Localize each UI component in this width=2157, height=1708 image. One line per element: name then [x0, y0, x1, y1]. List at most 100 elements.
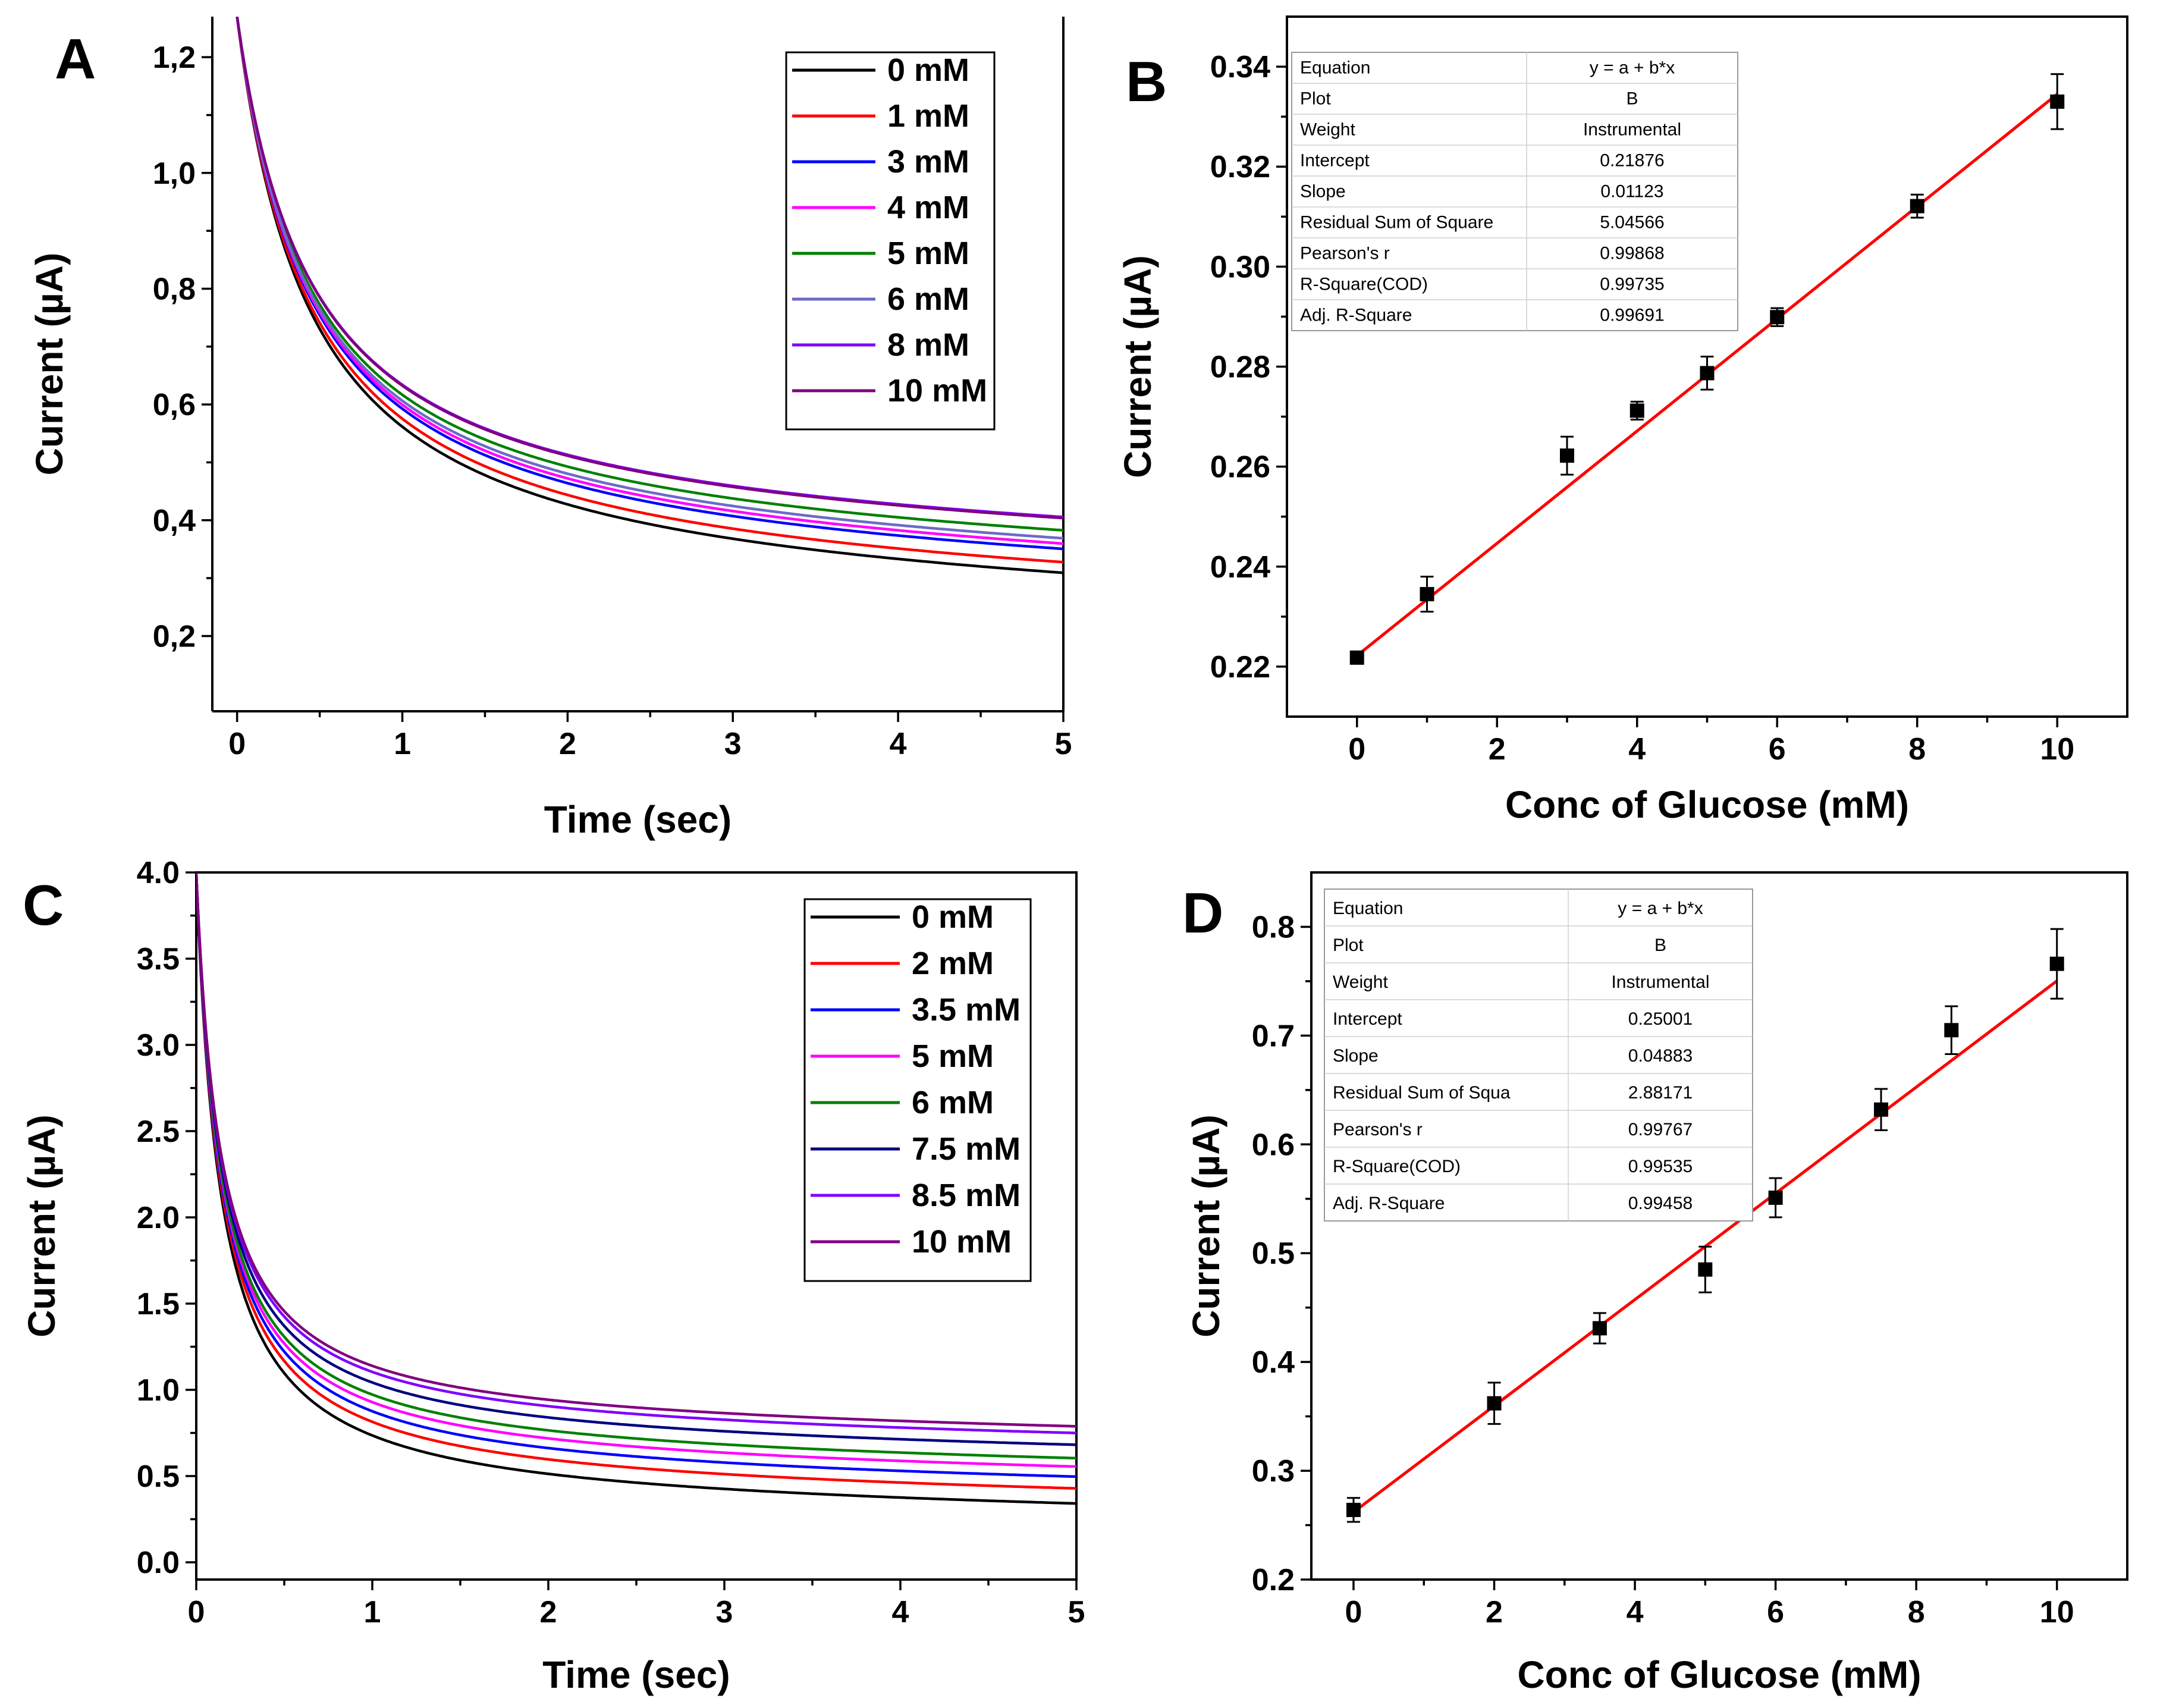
x-tick-label: 1: [364, 1595, 381, 1629]
x-tick-label: 4: [892, 1595, 909, 1629]
fit-table-key: Slope: [1333, 1046, 1379, 1066]
data-point: [1487, 1396, 1502, 1411]
x-tick-label: 6: [1767, 1595, 1784, 1629]
fit-table-value: 0.01123: [1600, 181, 1663, 201]
y-tick-label: 0.2: [1252, 1563, 1295, 1597]
series-curve-8-5-mm: [196, 872, 1076, 1434]
fit-table-value: 0.21876: [1600, 150, 1664, 170]
y-tick-label: 0,6: [153, 388, 196, 422]
fit-table-value: 0.99535: [1628, 1157, 1693, 1176]
fit-table-value: y = a + b*x: [1590, 58, 1675, 77]
fit-table-value: Instrumental: [1611, 972, 1709, 992]
y-tick-label: 0.30: [1210, 250, 1270, 284]
fit-table-key: Pearson's r: [1300, 243, 1390, 263]
panel-a-current-vs-time: A 0 1 2 3 4 5 0,2 0,4 0,6 0,8 1,0 1,2 Time (sec) Curre…: [28, 17, 1072, 841]
panel-d-calibration-plot: D 0 2 4 6 8 10 0.2 0.3 0.4 0.5 0.6 0.7 0.8 Conc of Glu…: [1182, 871, 2128, 1696]
x-tick-label: 0: [188, 1595, 205, 1629]
data-point: [1770, 310, 1785, 325]
legend-label: 2 mM: [912, 946, 994, 981]
x-axis-title: Conc of Glucose (mM): [1517, 1653, 1921, 1696]
series-curve-6-mm: [196, 872, 1076, 1460]
series-curve-0-mm: [196, 872, 1076, 1505]
panel-label: A: [55, 27, 96, 91]
y-tick-label: 0.6: [1252, 1128, 1295, 1162]
data-point: [2050, 94, 2065, 109]
panel-label: B: [1126, 50, 1167, 114]
panel-label: C: [23, 874, 64, 937]
fit-table-key: Intercept: [1300, 150, 1370, 170]
x-tick-label: 4: [1628, 732, 1646, 767]
data-point: [1560, 448, 1574, 463]
data-point: [1874, 1102, 1889, 1117]
data-point: [1944, 1023, 1959, 1038]
data-point: [1346, 1502, 1361, 1517]
y-tick-label: 0.5: [137, 1459, 180, 1494]
y-tick-label: 0.22: [1210, 650, 1270, 685]
fit-table-value: 0.99767: [1628, 1120, 1693, 1139]
series-curve-7-5-mm: [196, 872, 1076, 1446]
fit-table-value: 5.04566: [1600, 212, 1664, 232]
y-tick-label: 0.24: [1210, 550, 1270, 585]
fit-table-value: 0.04883: [1628, 1046, 1693, 1066]
y-tick-label: 0,4: [153, 504, 196, 538]
curves-group: [196, 872, 1076, 1505]
fit-table-value: B: [1654, 935, 1666, 955]
x-axis-title: Time (sec): [542, 1653, 730, 1696]
legend-label: 7.5 mM: [912, 1131, 1021, 1167]
y-tick-label: 2.5: [137, 1114, 180, 1149]
y-tick-label: 2.0: [137, 1201, 180, 1235]
series-curve-3-5-mm: [196, 872, 1076, 1478]
legend-label: 8 mM: [887, 327, 969, 363]
fit-table-value: B: [1626, 89, 1638, 108]
fit-table-box: [1291, 52, 1738, 331]
fit-table-key: Pearson's r: [1333, 1120, 1423, 1139]
y-tick-label: 0.0: [137, 1546, 180, 1580]
data-point: [1420, 587, 1434, 602]
data-point: [1592, 1321, 1607, 1336]
fit-table-key: Equation: [1333, 899, 1403, 918]
x-tick-label: 6: [1769, 732, 1786, 767]
x-tick-label: 2: [1489, 732, 1506, 767]
y-tick-label: 4.0: [137, 856, 180, 890]
data-point: [1629, 403, 1644, 418]
y-tick-label: 1,2: [153, 40, 196, 75]
legend-label: 10 mM: [912, 1224, 1012, 1260]
data-point: [1700, 366, 1715, 381]
y-tick-label: 1.0: [137, 1373, 180, 1408]
fit-table-key: Weight: [1300, 120, 1355, 139]
series-curve-2-mm: [196, 872, 1076, 1490]
fit-table-value: 0.99691: [1600, 305, 1664, 325]
plot-frame: [1310, 871, 2128, 1581]
fit-table-key: Plot: [1300, 89, 1331, 108]
y-tick-label: 0.8: [1252, 910, 1295, 944]
data-point: [2049, 956, 2064, 971]
y-tick-label: 1,0: [153, 156, 196, 191]
fit-table-value: Instrumental: [1583, 120, 1681, 139]
fit-table-key: Slope: [1300, 181, 1346, 201]
panel-b-calibration-plot: B 0 2 4 6 8 10 0.22 0.24 0.26 0.28 0.30 0.32 0.34 Conc…: [1116, 15, 2128, 826]
y-tick-label: 0.5: [1252, 1236, 1295, 1271]
fit-table-key: R-Square(COD): [1300, 274, 1428, 294]
fit-table-key: R-Square(COD): [1333, 1157, 1461, 1176]
legend-label: 5 mM: [887, 236, 969, 271]
data-point: [1910, 199, 1924, 214]
y-axis-title: Current (µA): [28, 253, 71, 476]
fit-table-key: Equation: [1300, 58, 1370, 77]
y-tick-label: 0.7: [1252, 1019, 1295, 1053]
legend-label: 0 mM: [912, 899, 994, 935]
fit-table-value: 0.25001: [1628, 1009, 1693, 1029]
curves-group: [236, 17, 1063, 574]
x-tick-label: 1: [394, 727, 411, 761]
fit-table-value: 0.99868: [1600, 243, 1664, 263]
x-tick-label: 2: [540, 1595, 557, 1629]
y-tick-label: 0.3: [1252, 1454, 1295, 1489]
y-tick-label: 0.28: [1210, 350, 1270, 385]
y-axis-title: Current (µA): [1185, 1114, 1227, 1337]
x-tick-label: 10: [2040, 732, 2074, 767]
y-tick-label: 0,8: [153, 272, 196, 306]
x-tick-label: 3: [724, 727, 742, 761]
legend-label: 0 mM: [887, 52, 969, 88]
fit-table-key: Residual Sum of Square: [1300, 212, 1493, 232]
